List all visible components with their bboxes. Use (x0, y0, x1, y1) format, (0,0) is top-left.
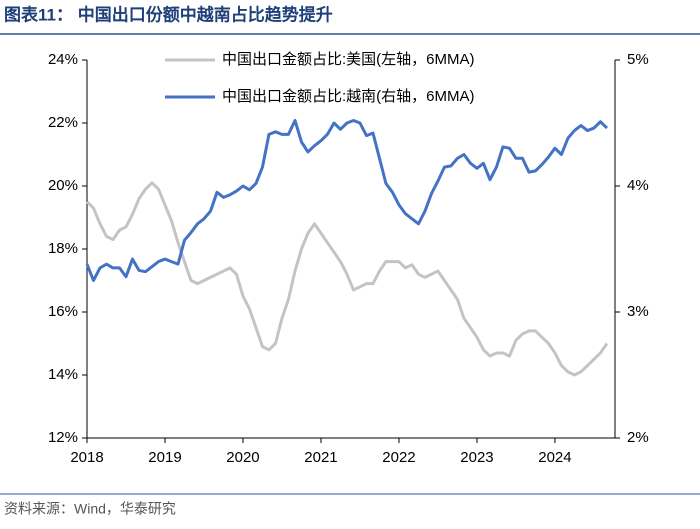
x-tick-label: 2022 (382, 449, 415, 466)
chart-title: 图表11： 中国出口份额中越南占比趋势提升 (4, 4, 333, 24)
y2-tick-label: 3% (627, 303, 649, 320)
y-tick-label: 22% (48, 114, 78, 131)
x-tick-label: 2024 (538, 449, 571, 466)
source: 资料来源：Wind，华泰研究 (4, 501, 176, 517)
x-tick-label: 2021 (304, 449, 337, 466)
y2-tick-label: 2% (627, 429, 649, 446)
x-tick-label: 2023 (460, 449, 493, 466)
y2-tick-label: 5% (627, 51, 649, 68)
y-tick-label: 18% (48, 240, 78, 257)
x-tick-label: 2020 (226, 449, 259, 466)
series-line (85, 118, 609, 282)
x-tick-label: 2018 (70, 449, 103, 466)
legend-label: 中国出口金额占比:美国(左轴，6MMA) (222, 51, 475, 68)
y2-tick-label: 4% (627, 177, 649, 194)
series-line (85, 181, 609, 377)
y-tick-label: 24% (48, 51, 78, 68)
y-tick-label: 14% (48, 366, 78, 383)
x-tick-label: 2019 (148, 449, 181, 466)
y-tick-label: 12% (48, 429, 78, 446)
legend-label: 中国出口金额占比:越南(右轴，6MMA) (222, 88, 475, 105)
y-tick-label: 16% (48, 303, 78, 320)
y-tick-label: 20% (48, 177, 78, 194)
